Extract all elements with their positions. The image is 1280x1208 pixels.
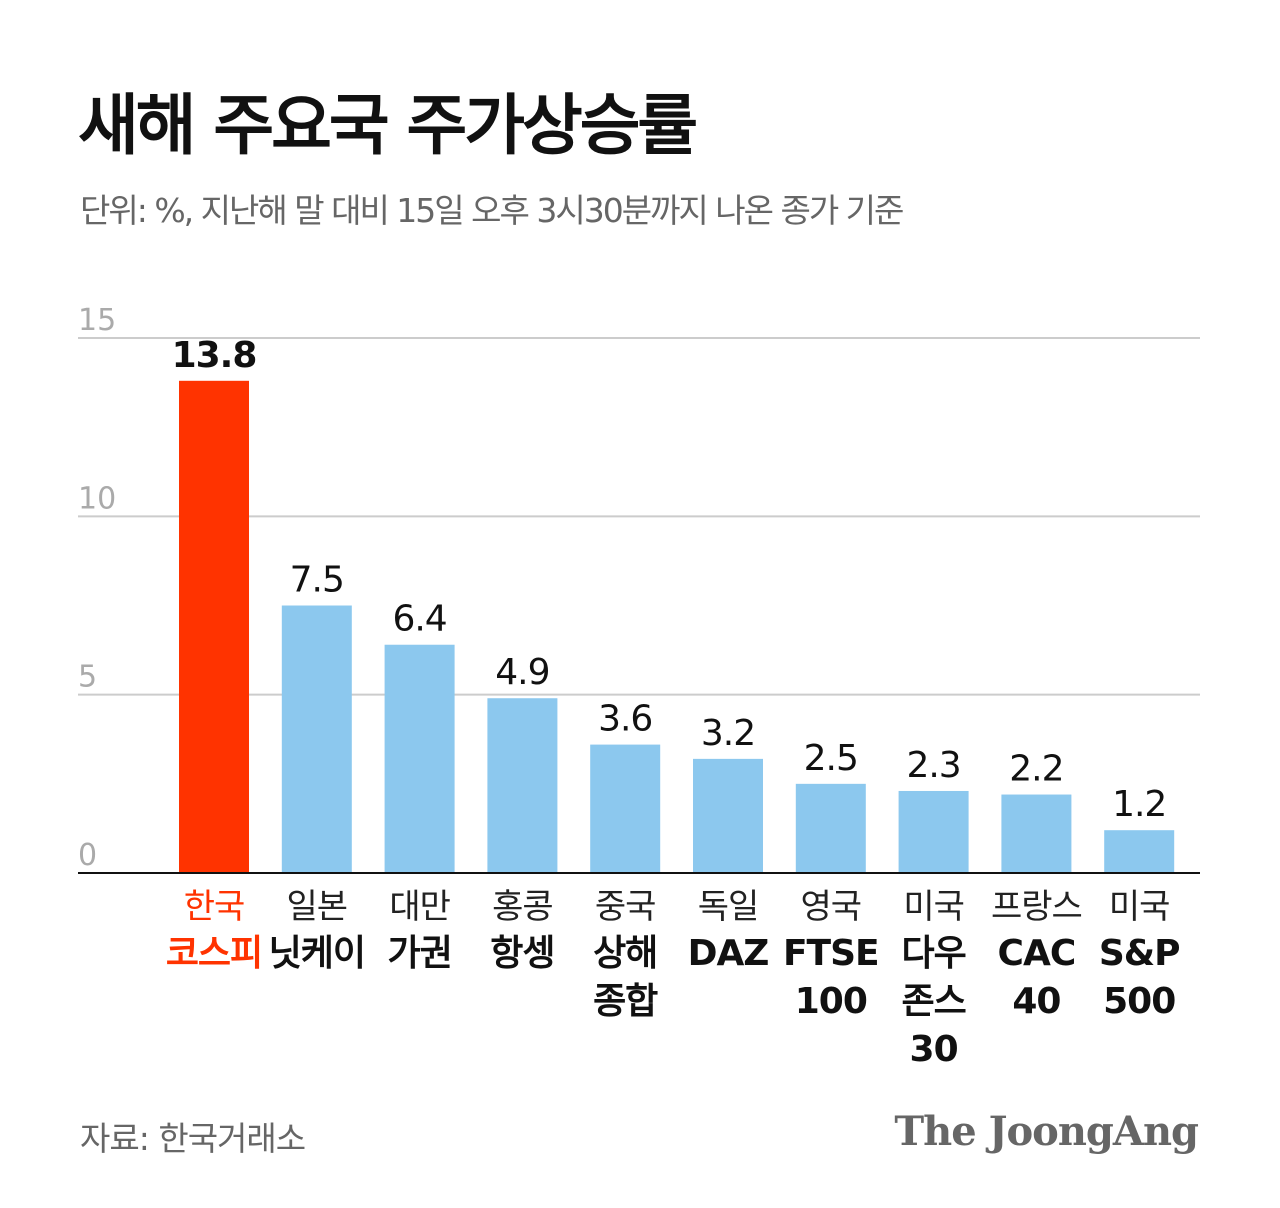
value-label: 3.6	[598, 699, 652, 740]
y-tick-label: 15	[78, 303, 116, 338]
index-label: FTSE 100	[782, 933, 880, 1022]
country-label: 프랑스	[990, 887, 1083, 927]
publisher-logo: The JoongAng	[894, 1108, 1199, 1155]
index-label: 다우 존스 30	[901, 933, 966, 1070]
value-label: 6.4	[392, 599, 446, 640]
value-label: 4.9	[495, 652, 549, 693]
y-tick-label: 5	[78, 660, 97, 695]
value-label: 2.5	[804, 738, 858, 779]
bar	[693, 758, 763, 873]
index-label: 코스피	[165, 933, 263, 974]
country-label: 중국	[594, 887, 657, 927]
country-label: 미국	[1108, 887, 1171, 927]
country-label: 대만	[389, 887, 451, 927]
index-label: 항셍	[490, 933, 555, 974]
bar	[487, 698, 558, 873]
bar	[281, 605, 352, 873]
y-tick-label: 10	[78, 481, 116, 516]
value-label: 2.3	[906, 745, 960, 786]
bar	[898, 790, 969, 873]
index-label: 상해 종합	[593, 933, 658, 1022]
bar	[1001, 794, 1072, 873]
chart-subtitle: 단위: %, 지난해 말 대비 15일 오후 3시30분까지 나온 종가 기준	[80, 191, 904, 230]
value-label: 13.8	[172, 335, 257, 376]
source-note: 자료: 한국거래소	[80, 1119, 306, 1158]
y-tick-label: 0	[78, 838, 97, 873]
value-label: 1.2	[1112, 784, 1166, 825]
country-label: 일본	[286, 887, 349, 927]
x-category-label: 독일 DAZ	[673, 884, 783, 978]
bar	[384, 644, 455, 873]
index-label: 가권	[387, 933, 452, 974]
x-category-label: 영국 FTSE 100	[776, 884, 886, 1026]
value-label: 7.5	[290, 560, 344, 601]
index-label: 닛케이	[268, 933, 366, 974]
country-label: 홍콩	[492, 887, 554, 927]
country-label: 미국	[903, 887, 965, 927]
value-label: 2.2	[1009, 749, 1063, 790]
x-category-label: 프랑스 CAC 40	[981, 884, 1091, 1026]
index-label: DAZ	[687, 933, 770, 974]
chart-title: 새해 주요국 주가상승률	[78, 87, 698, 164]
value-label: 3.2	[701, 713, 755, 754]
bar	[179, 380, 249, 873]
country-label: 영국	[800, 887, 863, 927]
index-label: CAC 40	[997, 933, 1077, 1022]
bar	[795, 783, 866, 873]
bar	[590, 744, 661, 873]
index-label: S&P 500	[1098, 933, 1181, 1022]
country-label: 한국	[183, 887, 246, 927]
country-label: 독일	[697, 887, 760, 927]
bar	[1104, 830, 1175, 873]
x-category-label: 미국 S&P 500	[1084, 884, 1194, 1026]
